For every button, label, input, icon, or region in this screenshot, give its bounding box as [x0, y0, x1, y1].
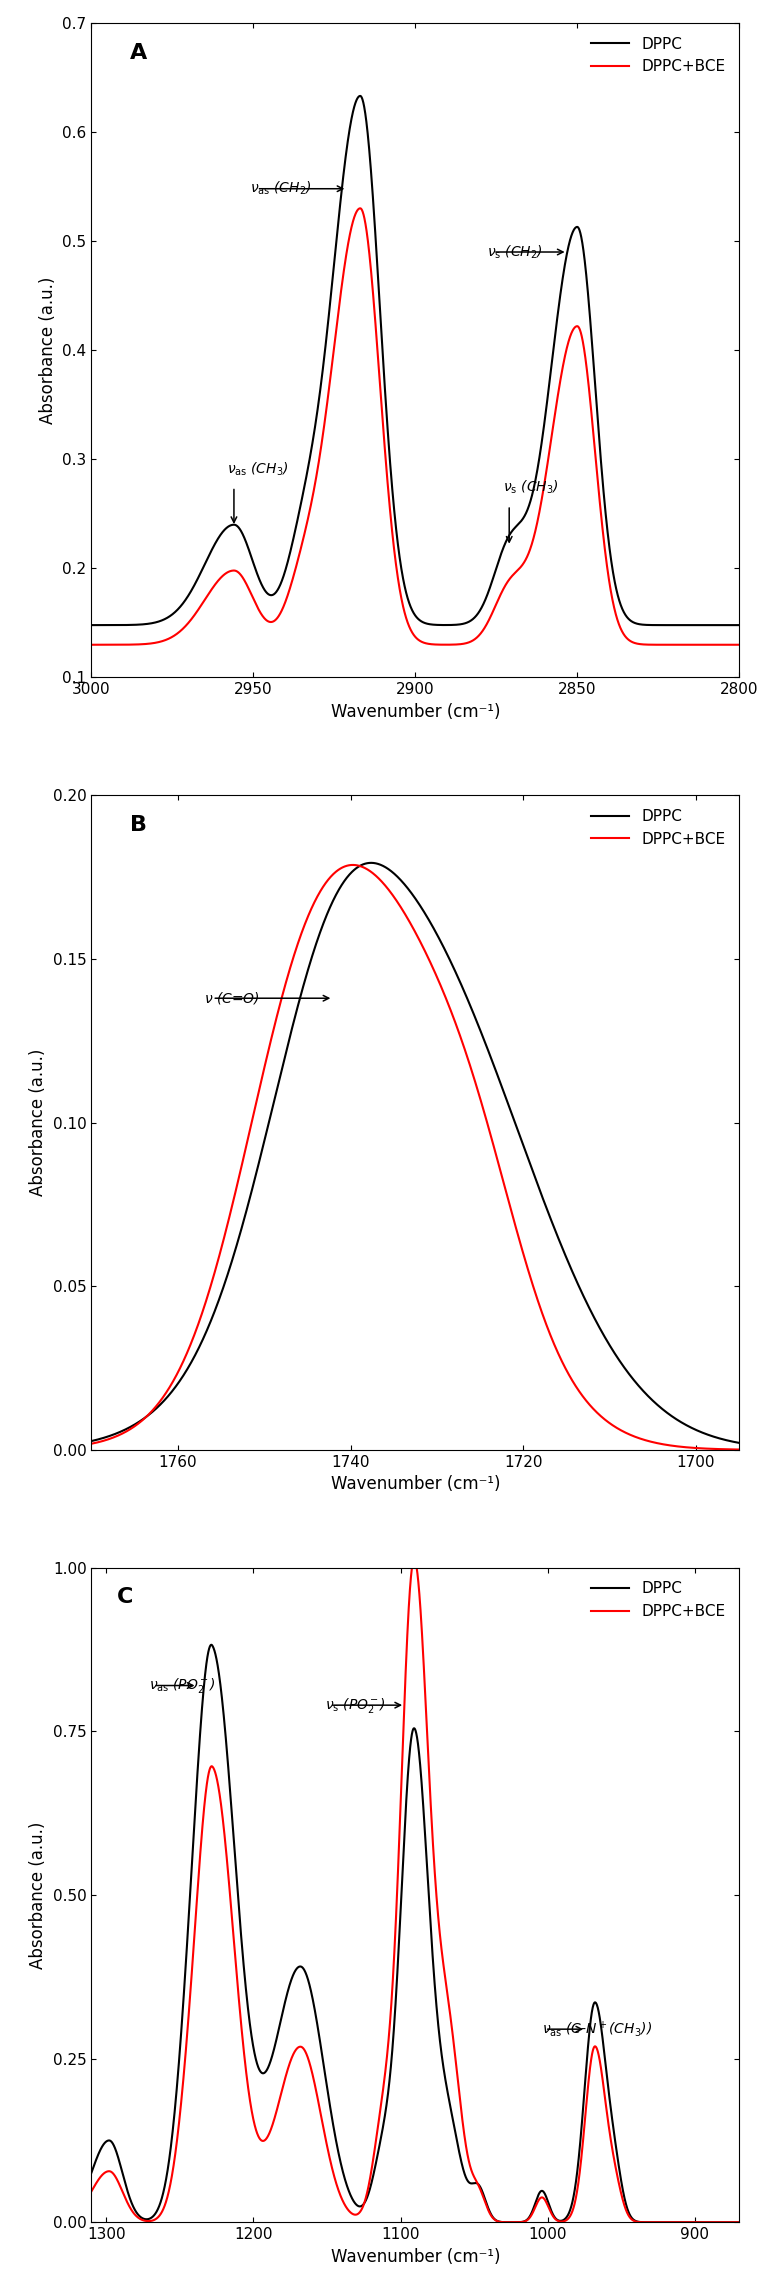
Legend: DPPC, DPPC+BCE: DPPC, DPPC+BCE [584, 1576, 732, 1624]
Text: C: C [117, 1588, 133, 1608]
Legend: DPPC, DPPC+BCE: DPPC, DPPC+BCE [584, 30, 732, 80]
Text: A: A [130, 44, 148, 62]
Text: $\nu_\mathrm{as}$ (CH$_3$): $\nu_\mathrm{as}$ (CH$_3$) [228, 460, 290, 479]
Y-axis label: Absorbance (a.u.): Absorbance (a.u.) [29, 1821, 47, 1968]
Y-axis label: Absorbance (a.u.): Absorbance (a.u.) [29, 1049, 47, 1196]
Text: $\nu_\mathrm{as}$ (CH$_2$): $\nu_\mathrm{as}$ (CH$_2$) [250, 181, 312, 197]
Text: B: B [130, 816, 147, 834]
Text: $\nu$ (C=O): $\nu$ (C=O) [203, 990, 260, 1006]
X-axis label: Wavenumber (cm⁻¹): Wavenumber (cm⁻¹) [331, 703, 500, 722]
Text: $\nu_\mathrm{as}$ (PO$_2^-$): $\nu_\mathrm{as}$ (PO$_2^-$) [149, 1677, 216, 1695]
Legend: DPPC, DPPC+BCE: DPPC, DPPC+BCE [584, 802, 732, 852]
X-axis label: Wavenumber (cm⁻¹): Wavenumber (cm⁻¹) [331, 1475, 500, 1494]
Text: $\nu_\mathrm{as}$ (C-N$^+$(CH$_3$)): $\nu_\mathrm{as}$ (C-N$^+$(CH$_3$)) [542, 2018, 652, 2039]
Y-axis label: Absorbance (a.u.): Absorbance (a.u.) [39, 277, 57, 424]
X-axis label: Wavenumber (cm⁻¹): Wavenumber (cm⁻¹) [331, 2247, 500, 2266]
Text: $\nu_\mathrm{s}$ (CH$_2$): $\nu_\mathrm{s}$ (CH$_2$) [487, 243, 543, 261]
Text: $\nu_\mathrm{s}$ (PO$_2^-$): $\nu_\mathrm{s}$ (PO$_2^-$) [325, 1695, 386, 1714]
Text: $\nu_\mathrm{s}$ (CH$_3$): $\nu_\mathrm{s}$ (CH$_3$) [503, 479, 559, 497]
